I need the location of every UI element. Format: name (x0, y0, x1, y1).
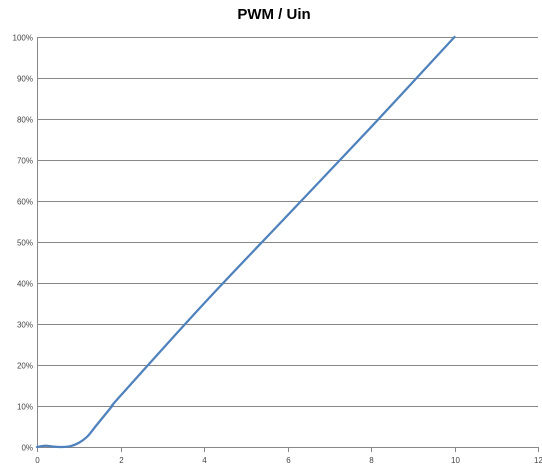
x-tick-label: 10 (451, 456, 460, 465)
grid-layer (37, 37, 538, 407)
series-line-0 (35, 35, 456, 449)
y-tick-label: 0% (21, 444, 33, 453)
y-tick-labels: 0% 10% 20% 30% 40% 50% 60% 70% 80% 90% 100% (13, 34, 33, 453)
x-tick-label: 6 (286, 456, 291, 465)
y-tick-label: 40% (17, 280, 33, 289)
chart-title: PWM / Uin (237, 6, 310, 23)
x-tick-labels: 0 2 4 6 8 10 12 (35, 456, 542, 465)
y-tick-label: 80% (17, 116, 33, 125)
y-tick-label: 20% (17, 362, 33, 371)
x-tick-label: 12 (534, 456, 542, 465)
y-tick-label: 10% (17, 403, 33, 412)
y-tick-label: 50% (17, 239, 33, 248)
x-tick-label: 8 (369, 456, 374, 465)
y-tick-label: 90% (17, 75, 33, 84)
y-tick-label: 70% (17, 157, 33, 166)
series-layer (35, 35, 456, 449)
axis-layer (37, 37, 539, 452)
x-tick-label: 0 (35, 456, 40, 465)
y-tick-label: 60% (17, 198, 33, 207)
y-tick-label: 30% (17, 321, 33, 330)
y-tick-label: 100% (13, 34, 33, 43)
x-tick-label: 4 (202, 456, 207, 465)
x-tick-label: 2 (119, 456, 124, 465)
